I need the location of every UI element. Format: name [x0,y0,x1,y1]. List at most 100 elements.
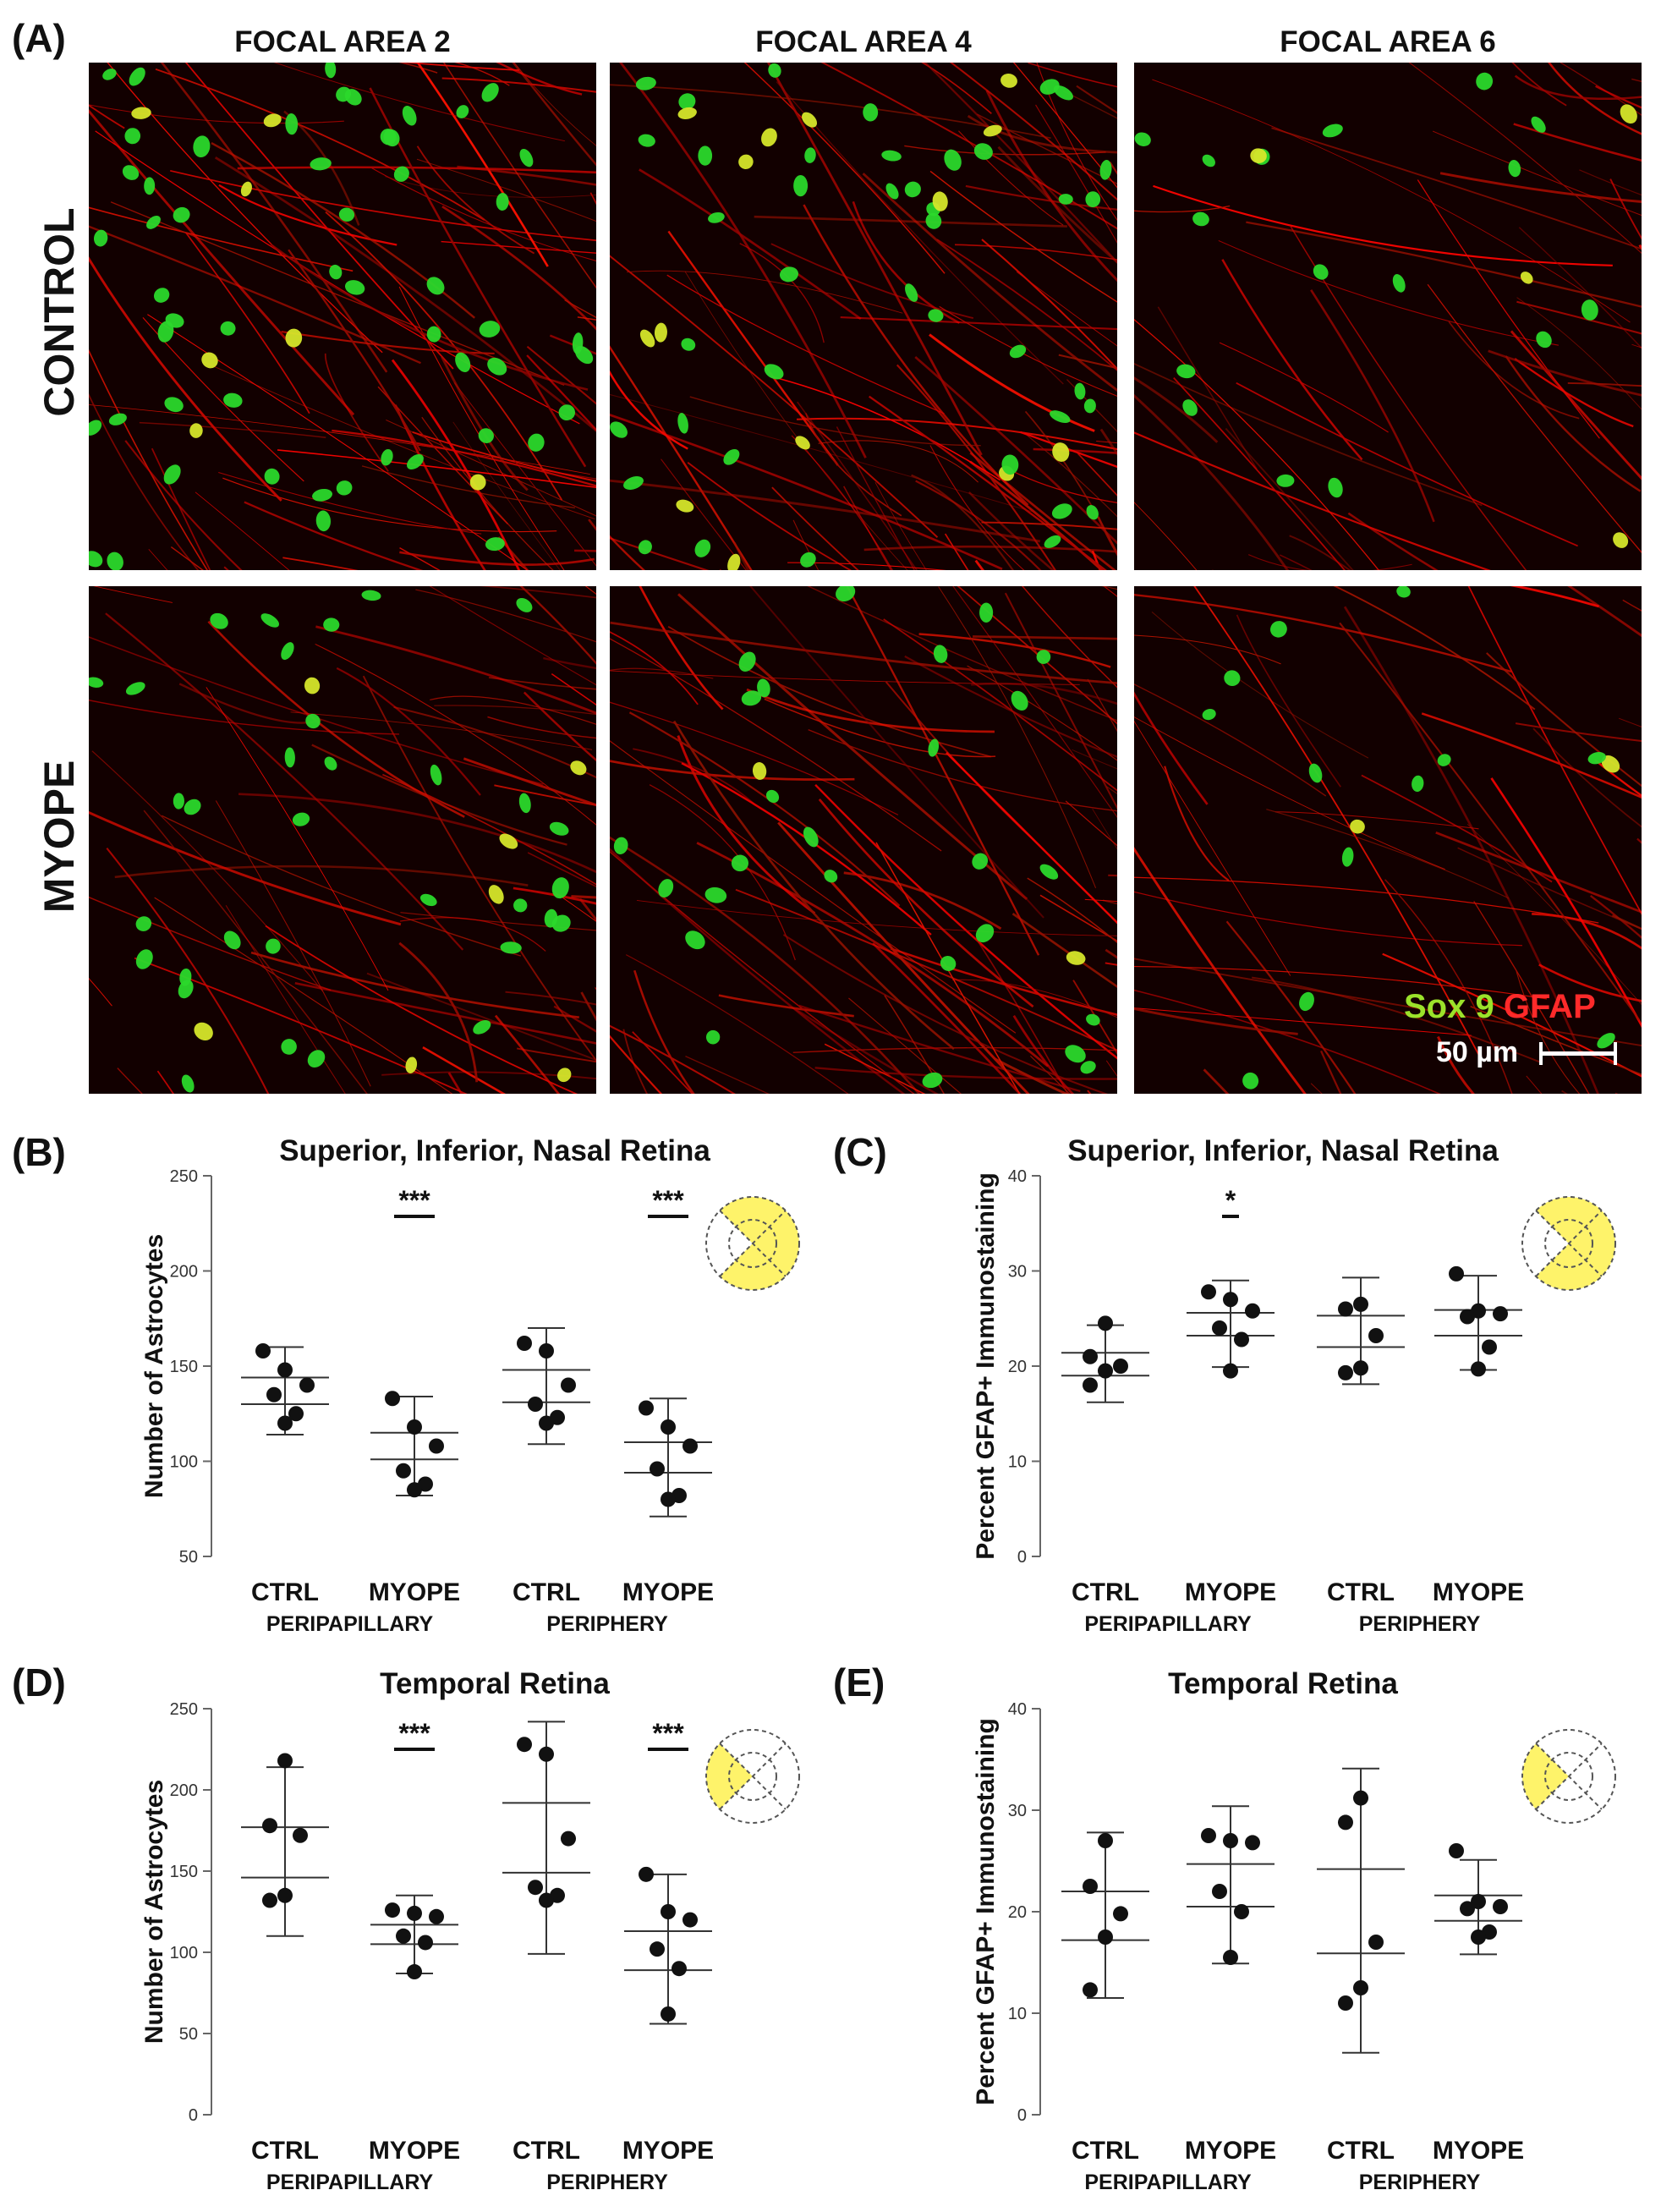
data-point [1493,1306,1508,1322]
y-tick-label: 50 [179,1548,198,1567]
data-point [1234,1331,1249,1348]
micrograph-myope-area-6 [1134,586,1642,1094]
retina-region-icon [1521,1196,1616,1291]
significance-label: *** [652,1718,684,1748]
data-point [1368,1328,1384,1343]
data-point [639,1866,654,1882]
category-label: CTRL [1072,2137,1139,2165]
data-point [1098,1833,1113,1848]
data-point [539,1343,554,1358]
micrograph-myope-area-4 [610,586,1117,1094]
micrograph-image [610,63,1117,570]
data-point [1368,1935,1384,1950]
category-label: MYOPE [622,1578,714,1606]
y-tick-label: 100 [170,1944,198,1962]
series-4 [1434,1265,1522,1377]
data-point [1338,1995,1353,2011]
data-point [561,1831,576,1847]
significance-label: *** [652,1185,684,1216]
data-point [639,1400,654,1416]
micrograph-image [1134,586,1642,1094]
y-tick-label: 50 [179,2025,198,2044]
y-tick-label: 40 [1008,1167,1027,1186]
panel-d-letter: (D) [12,1660,66,1704]
data-point [1113,1358,1128,1374]
data-point [1083,1982,1098,1998]
significance-label: *** [398,1718,430,1748]
data-point [1245,1835,1260,1851]
legend-sox9: Sox 9 [1404,988,1494,1025]
chart-title: Superior, Inferior, Nasal Retina [1067,1134,1499,1167]
data-point [1460,1309,1475,1325]
data-point [1493,1899,1508,1914]
data-point [1460,1901,1475,1917]
retina-region-icon [705,1196,800,1291]
group-label: PERIPAPILLARY [1084,2171,1252,2194]
y-axis-label: Percent GFAP+ Immunostaining [972,1172,1000,1560]
series-4 [624,1866,712,2025]
data-point [1098,1363,1113,1379]
y-tick-label: 100 [170,1453,198,1472]
category-label: MYOPE [1185,1578,1276,1606]
group-label: PERIPHERY [546,1612,668,1636]
data-point [528,1397,543,1412]
chart-c: Superior, Inferior, Nasal Retina 0 10 20 30 4… [825,1125,1661,1649]
significance-label: * [1225,1185,1236,1216]
chart-title: Temporal Retina [380,1667,610,1700]
y-tick-label: 150 [170,1863,198,1881]
data-point [650,1941,665,1957]
y-tick-label: 30 [1008,1802,1027,1820]
data-point [1083,1879,1098,1894]
data-point [539,1892,554,1908]
panel-b-letter: (B) [12,1130,66,1174]
column-title-focal-area-4: FOCAL AREA 4 [755,25,972,58]
data-point [1449,1843,1464,1858]
data-point [299,1377,315,1393]
data-point [672,1961,687,1977]
data-point [429,1908,444,1924]
series-3 [1317,1767,1405,2054]
data-point [1098,1929,1113,1945]
data-point [1098,1315,1113,1331]
y-axis-label: Number of Astrocytes [140,1780,168,2044]
y-tick-label: 0 [1017,1548,1027,1567]
data-point [1338,1364,1353,1380]
group-label: PERIPAPILLARY [1084,1612,1252,1636]
data-point [1353,1790,1368,1806]
series-2 [1187,1279,1275,1379]
data-point [1223,1363,1238,1379]
scale-bar [1539,1051,1617,1056]
chart-title: Temporal Retina [1168,1667,1398,1700]
retina-region-icon [1521,1729,1616,1824]
chart-d: Temporal Retina 0 50 100 150 200 250 Number of … [0,1658,820,2208]
data-point [539,1746,554,1762]
data-point [385,1902,400,1918]
category-label: MYOPE [622,2137,714,2165]
category-label: MYOPE [1185,2137,1276,2165]
chart-svg: Temporal Retina 0 10 20 30 40 Percent GFAP+ Im… [972,1667,1616,2194]
data-point [1482,1339,1497,1355]
data-point [277,1887,293,1903]
series-1 [1061,1315,1149,1403]
data-point [277,1753,293,1769]
data-point [255,1343,271,1358]
group-label: PERIPHERY [1359,2171,1481,2194]
category-label: MYOPE [1433,1578,1524,1606]
column-title-focal-area-6: FOCAL AREA 6 [1280,25,1496,58]
y-axis-label: Number of Astrocytes [140,1234,168,1498]
y-tick-label: 10 [1008,1453,1027,1472]
data-point [1234,1904,1249,1919]
data-point [1212,1320,1227,1336]
y-tick-label: 150 [170,1358,198,1376]
micrograph-image [610,586,1117,1094]
data-point [288,1406,304,1422]
data-point [262,1818,277,1834]
data-point [1245,1303,1260,1319]
panel-e-letter: (E) [833,1660,885,1704]
column-title-focal-area-2: FOCAL AREA 2 [234,25,451,58]
panel-c-letter: (C) [833,1130,887,1174]
data-point [407,1419,422,1435]
scale-bar-left-cap [1539,1042,1543,1065]
data-point [1471,1929,1486,1945]
y-tick-label: 30 [1008,1263,1027,1282]
